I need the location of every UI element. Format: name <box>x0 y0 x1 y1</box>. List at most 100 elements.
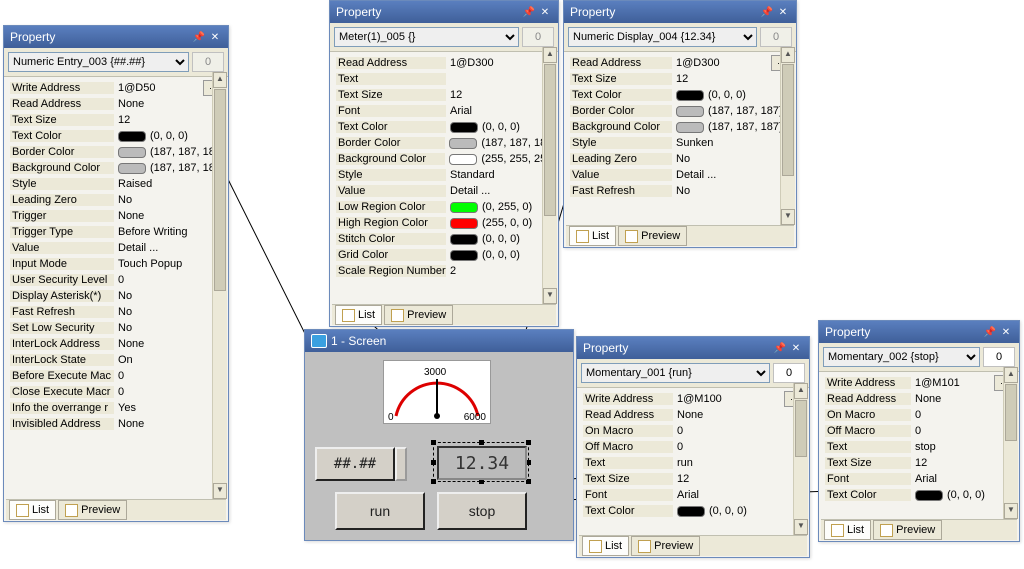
property-value[interactable]: Detail ... <box>114 242 226 254</box>
property-row[interactable]: Background Color(187, 187, 187) <box>10 160 226 176</box>
property-value[interactable]: None <box>114 98 226 110</box>
tab-list[interactable]: List <box>335 305 382 325</box>
scrollbar[interactable]: ▲ ▼ <box>780 47 795 225</box>
property-row[interactable]: Textstop <box>825 439 1017 455</box>
object-selector[interactable]: Momentary_002 {stop} <box>823 347 980 367</box>
property-value[interactable]: (0, 0, 0) <box>911 489 1017 501</box>
property-row[interactable]: Text Size12 <box>825 455 1017 471</box>
property-row[interactable]: Text Color(0, 0, 0) <box>825 487 1017 503</box>
property-value[interactable]: 12 <box>446 89 556 101</box>
property-row[interactable]: Read AddressNone <box>10 96 226 112</box>
scroll-thumb[interactable] <box>782 64 794 176</box>
scrollbar[interactable]: ▲ ▼ <box>1003 367 1018 519</box>
scroll-up-icon[interactable]: ▲ <box>1004 367 1018 383</box>
property-row[interactable]: Write Address1@M100... <box>583 391 807 407</box>
property-value[interactable]: No <box>672 153 794 165</box>
scrollbar[interactable]: ▲ ▼ <box>542 47 557 304</box>
tab-preview[interactable]: Preview <box>618 226 687 246</box>
close-icon[interactable]: ✕ <box>538 5 552 19</box>
property-value[interactable]: (0, 0, 0) <box>114 130 226 142</box>
property-value[interactable]: 0 <box>114 370 226 382</box>
property-value[interactable]: (0, 0, 0) <box>446 249 556 261</box>
property-value[interactable]: None <box>911 393 1017 405</box>
property-row[interactable]: Trigger TypeBefore Writing <box>10 224 226 240</box>
close-icon[interactable]: ✕ <box>208 30 222 44</box>
property-row[interactable]: Fast RefreshNo <box>10 304 226 320</box>
property-row[interactable]: StyleStandard <box>336 167 556 183</box>
property-value[interactable]: None <box>673 409 807 421</box>
property-row[interactable]: Low Region Color(0, 255, 0) <box>336 199 556 215</box>
property-row[interactable]: InterLock AddressNone <box>10 336 226 352</box>
tab-preview[interactable]: Preview <box>58 500 127 520</box>
property-value[interactable]: No <box>114 306 226 318</box>
property-row[interactable]: Read AddressNone <box>825 391 1017 407</box>
property-value[interactable]: Touch Popup <box>114 258 226 270</box>
property-row[interactable]: ValueDetail ... <box>570 167 794 183</box>
property-value[interactable]: 2 <box>446 265 556 277</box>
property-row[interactable]: Off Macro0 <box>825 423 1017 439</box>
scroll-thumb[interactable] <box>795 400 807 457</box>
property-row[interactable]: Text <box>336 71 556 87</box>
property-value[interactable]: Raised <box>114 178 226 190</box>
property-row[interactable]: Textrun <box>583 455 807 471</box>
property-row[interactable]: Stitch Color(0, 0, 0) <box>336 231 556 247</box>
property-value[interactable]: (0, 0, 0) <box>446 121 556 133</box>
tab-preview[interactable]: Preview <box>384 305 453 325</box>
property-row[interactable]: Read Address1@D300... <box>570 55 794 71</box>
state-index[interactable]: 0 <box>773 363 805 383</box>
property-row[interactable]: Border Color(187, 187, 187) <box>336 135 556 151</box>
property-row[interactable]: Text Color(0, 0, 0) <box>336 119 556 135</box>
close-icon[interactable]: ✕ <box>776 5 790 19</box>
pin-icon[interactable]: 📌 <box>522 5 536 19</box>
scroll-down-icon[interactable]: ▼ <box>794 519 808 535</box>
property-value[interactable]: 1@M100... <box>673 391 807 407</box>
property-value[interactable]: Sunken <box>672 137 794 149</box>
property-value[interactable]: 0 <box>114 386 226 398</box>
property-row[interactable]: Background Color(255, 255, 255) <box>336 151 556 167</box>
panel-title[interactable]: Property 📌✕ <box>564 1 796 23</box>
property-value[interactable]: 0 <box>673 425 807 437</box>
screen-canvas[interactable]: 0 3000 6000 ##.## 12.34 run stop <box>305 352 573 540</box>
property-value[interactable]: (0, 255, 0) <box>446 201 556 213</box>
property-value[interactable]: None <box>114 338 226 350</box>
property-row[interactable]: Grid Color(0, 0, 0) <box>336 247 556 263</box>
property-row[interactable]: Write Address1@D50... <box>10 80 226 96</box>
meter-widget[interactable]: 0 3000 6000 <box>383 360 491 424</box>
property-value[interactable]: (255, 0, 0) <box>446 217 556 229</box>
property-row[interactable]: Set Low SecurityNo <box>10 320 226 336</box>
property-row[interactable]: Text Size12 <box>570 71 794 87</box>
property-row[interactable]: Text Color(0, 0, 0) <box>570 87 794 103</box>
object-selector[interactable]: Numeric Entry_003 {##.##} <box>8 52 189 72</box>
property-row[interactable]: FontArial <box>336 103 556 119</box>
property-value[interactable]: 0 <box>911 409 1017 421</box>
property-value[interactable]: (187, 187, 187) <box>114 162 226 174</box>
property-value[interactable]: Standard <box>446 169 556 181</box>
scroll-thumb[interactable] <box>1005 384 1017 441</box>
scrollbar[interactable]: ▲ ▼ <box>793 383 808 535</box>
property-value[interactable]: 0 <box>673 441 807 453</box>
pin-icon[interactable]: 📌 <box>760 5 774 19</box>
property-value[interactable]: stop <box>911 441 1017 453</box>
panel-title[interactable]: Property 📌✕ <box>577 337 809 359</box>
property-value[interactable]: None <box>114 210 226 222</box>
property-row[interactable]: ValueDetail ... <box>10 240 226 256</box>
property-row[interactable]: Off Macro0 <box>583 439 807 455</box>
run-button-widget[interactable]: run <box>335 492 425 530</box>
scroll-down-icon[interactable]: ▼ <box>1004 503 1018 519</box>
property-row[interactable]: TriggerNone <box>10 208 226 224</box>
tab-list[interactable]: List <box>582 536 629 556</box>
property-value[interactable]: No <box>114 290 226 302</box>
property-value[interactable]: (0, 0, 0) <box>672 89 794 101</box>
property-value[interactable]: 12 <box>672 73 794 85</box>
property-row[interactable]: Display Asterisk(*)No <box>10 288 226 304</box>
panel-title[interactable]: Property 📌✕ <box>330 1 558 23</box>
object-selector[interactable]: Momentary_001 {run} <box>581 363 770 383</box>
object-selector[interactable]: Numeric Display_004 {12.34} <box>568 27 757 47</box>
property-row[interactable]: Read Address1@D300 <box>336 55 556 71</box>
property-row[interactable]: User Security Level0 <box>10 272 226 288</box>
property-value[interactable]: (187, 187, 187) <box>114 146 226 158</box>
close-icon[interactable]: ✕ <box>789 341 803 355</box>
property-value[interactable]: Before Writing <box>114 226 226 238</box>
property-row[interactable]: Read AddressNone <box>583 407 807 423</box>
scroll-down-icon[interactable]: ▼ <box>543 288 557 304</box>
